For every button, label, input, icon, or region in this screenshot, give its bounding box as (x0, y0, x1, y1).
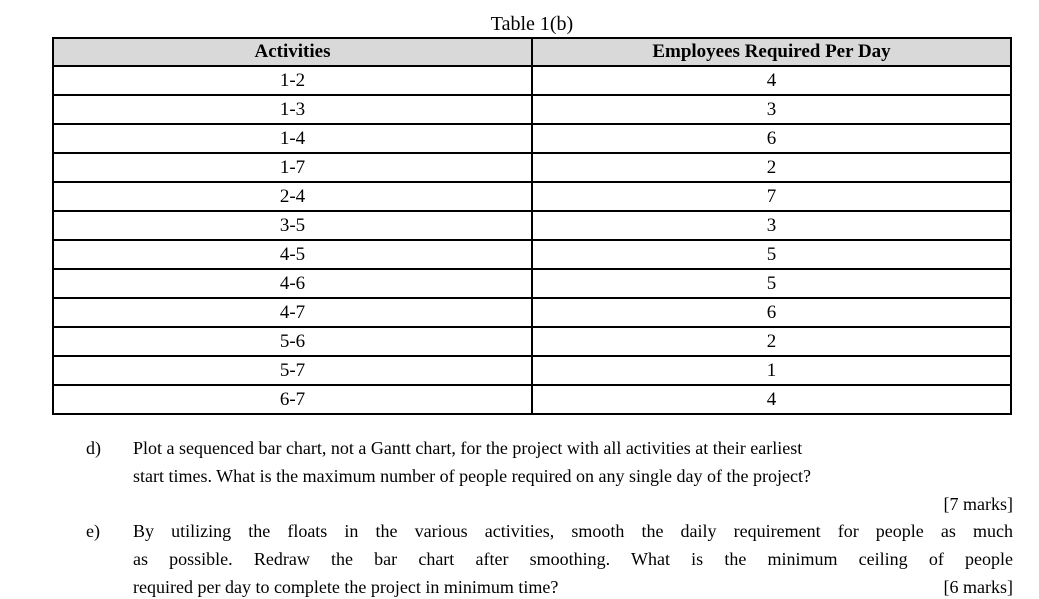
question-d-marks: [7 marks] (943, 493, 1013, 514)
table-row: 5-6 2 (52, 326, 1012, 357)
question-e-marks: [6 marks] (943, 576, 1013, 597)
employees-cell: 4 (531, 65, 1012, 96)
activity-cell: 4-7 (52, 297, 533, 328)
question-e-line: required per day to complete the project… (133, 576, 559, 597)
table-row: 5-7 1 (52, 355, 1012, 386)
employees-cell: 2 (531, 152, 1012, 183)
activity-cell: 2-4 (52, 181, 533, 212)
question-e-last-line: required per day to complete the project… (133, 574, 1013, 599)
table-row: 1-7 2 (52, 152, 1012, 183)
employees-cell: 6 (531, 123, 1012, 154)
question-d-line: Plot a sequenced bar chart, not a Gantt … (133, 438, 803, 458)
table-header-row: Activities Employees Required Per Day (52, 37, 1012, 67)
table-row: 1-3 3 (52, 94, 1012, 125)
table-row: 4-5 5 (52, 239, 1012, 270)
activity-cell: 4-5 (52, 239, 533, 270)
question-d-line: start times. What is the maximum number … (133, 465, 811, 486)
employees-cell: 3 (531, 210, 1012, 241)
column-header-employees: Employees Required Per Day (531, 37, 1012, 67)
activity-cell: 1-3 (52, 94, 533, 125)
question-e: e) By utilizing the floats in the variou… (86, 518, 1013, 599)
activity-cell: 4-6 (52, 268, 533, 299)
question-d: d) Plot a sequenced bar chart, not a Gan… (86, 435, 1013, 518)
activity-cell: 5-6 (52, 326, 533, 357)
employees-cell: 3 (531, 94, 1012, 125)
employees-cell: 6 (531, 297, 1012, 328)
table-row: 2-4 7 (52, 181, 1012, 212)
table-row: 4-7 6 (52, 297, 1012, 328)
table-row: 1-2 4 (52, 65, 1012, 96)
question-e-label: e) (86, 521, 100, 542)
activity-cell: 5-7 (52, 355, 533, 386)
activity-cell: 3-5 (52, 210, 533, 241)
table-row: 3-5 3 (52, 210, 1012, 241)
activity-cell: 6-7 (52, 384, 533, 415)
activity-cell: 1-4 (52, 123, 533, 154)
question-e-line: By utilizing the floats in the various a… (133, 521, 1013, 542)
activity-cell: 1-2 (52, 65, 533, 96)
activity-cell: 1-7 (52, 152, 533, 183)
table-caption: Table 1(b) (490, 13, 574, 35)
table-row: 1-4 6 (52, 123, 1012, 154)
employees-cell: 4 (531, 384, 1012, 415)
question-d-label: d) (86, 438, 101, 458)
table-row: 6-7 4 (52, 384, 1012, 415)
activities-table: Activities Employees Required Per Day 1-… (52, 37, 1012, 415)
table-row: 4-6 5 (52, 268, 1012, 299)
question-e-line: as possible. Redraw the bar chart after … (133, 549, 1013, 570)
employees-cell: 2 (531, 326, 1012, 357)
questions-section: d) Plot a sequenced bar chart, not a Gan… (86, 435, 1013, 599)
employees-cell: 5 (531, 268, 1012, 299)
employees-cell: 1 (531, 355, 1012, 386)
column-header-activities: Activities (52, 37, 533, 67)
employees-cell: 7 (531, 181, 1012, 212)
employees-cell: 5 (531, 239, 1012, 270)
